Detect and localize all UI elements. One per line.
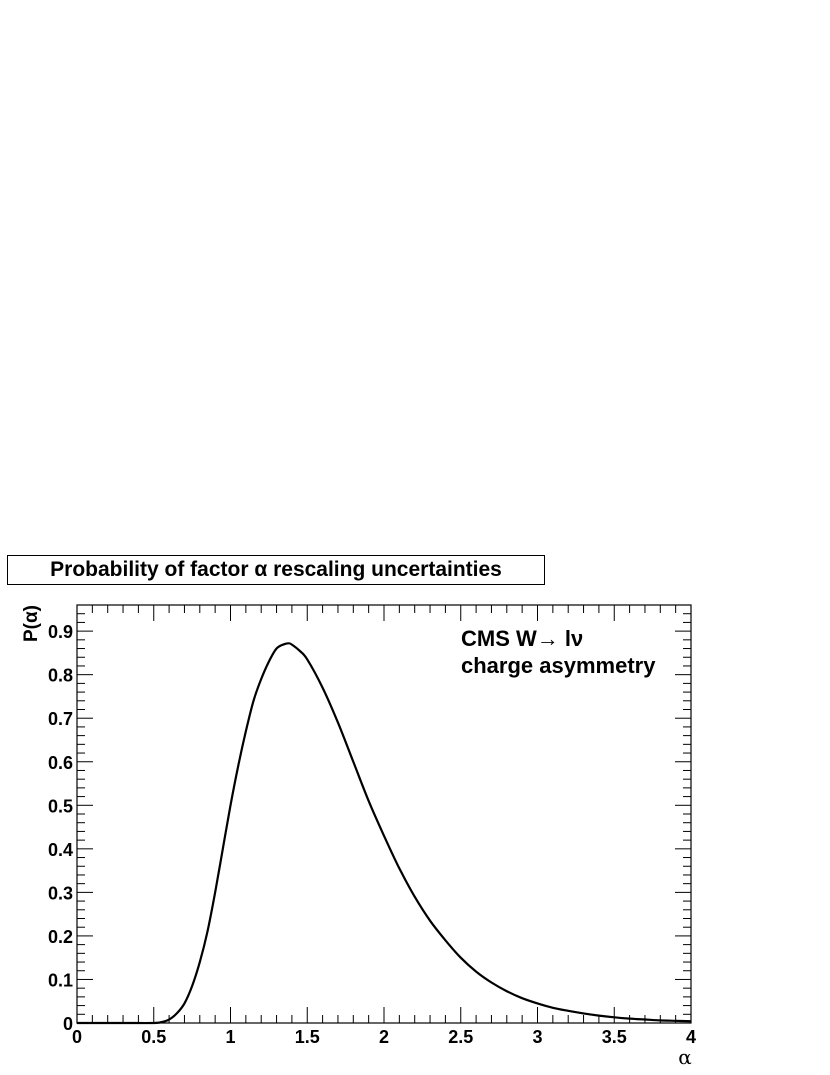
y-tick-labels: 0 0.1 0.2 0.3 0.4 0.5 0.6 0.7 0.8 0.9 (48, 622, 73, 1034)
y-tick-label: 0.3 (48, 883, 73, 903)
y-tick-label: 0.9 (48, 622, 73, 642)
y-tick-label: 0.7 (48, 709, 73, 729)
y-tick-label: 0.1 (48, 970, 73, 990)
y-tick-label: 0.4 (48, 840, 73, 860)
series-line (76, 642, 692, 1025)
axis-ticks (76, 604, 692, 1024)
x-tick-label: 0 (72, 1027, 82, 1047)
annotation-line-2: charge asymmetry (461, 653, 656, 678)
x-tick-label: 2 (379, 1027, 389, 1047)
x-tick-label: 4 (686, 1027, 696, 1047)
x-tick-label: 1 (225, 1027, 235, 1047)
chart-title: Probability of factor α rescaling uncert… (7, 555, 545, 585)
y-tick-label: 0.5 (48, 796, 73, 816)
x-axis-label: α (678, 1045, 692, 1069)
x-tick-label: 3 (532, 1027, 542, 1047)
x-tick-label: 1.5 (295, 1027, 320, 1047)
x-tick-label: 3.5 (602, 1027, 627, 1047)
y-axis-label: P(α) (21, 605, 42, 642)
annotation-line-1: CMS W→ lν (461, 626, 583, 651)
y-tick-label: 0.2 (48, 927, 73, 947)
x-tick-label: 2.5 (448, 1027, 473, 1047)
y-tick-label: 0.6 (48, 753, 73, 773)
x-tick-labels: 0 0.5 1 1.5 2 2.5 3 3.5 4 (72, 1027, 696, 1047)
y-tick-label: 0 (63, 1014, 73, 1034)
x-tick-label: 0.5 (141, 1027, 166, 1047)
y-tick-label: 0.8 (48, 666, 73, 686)
